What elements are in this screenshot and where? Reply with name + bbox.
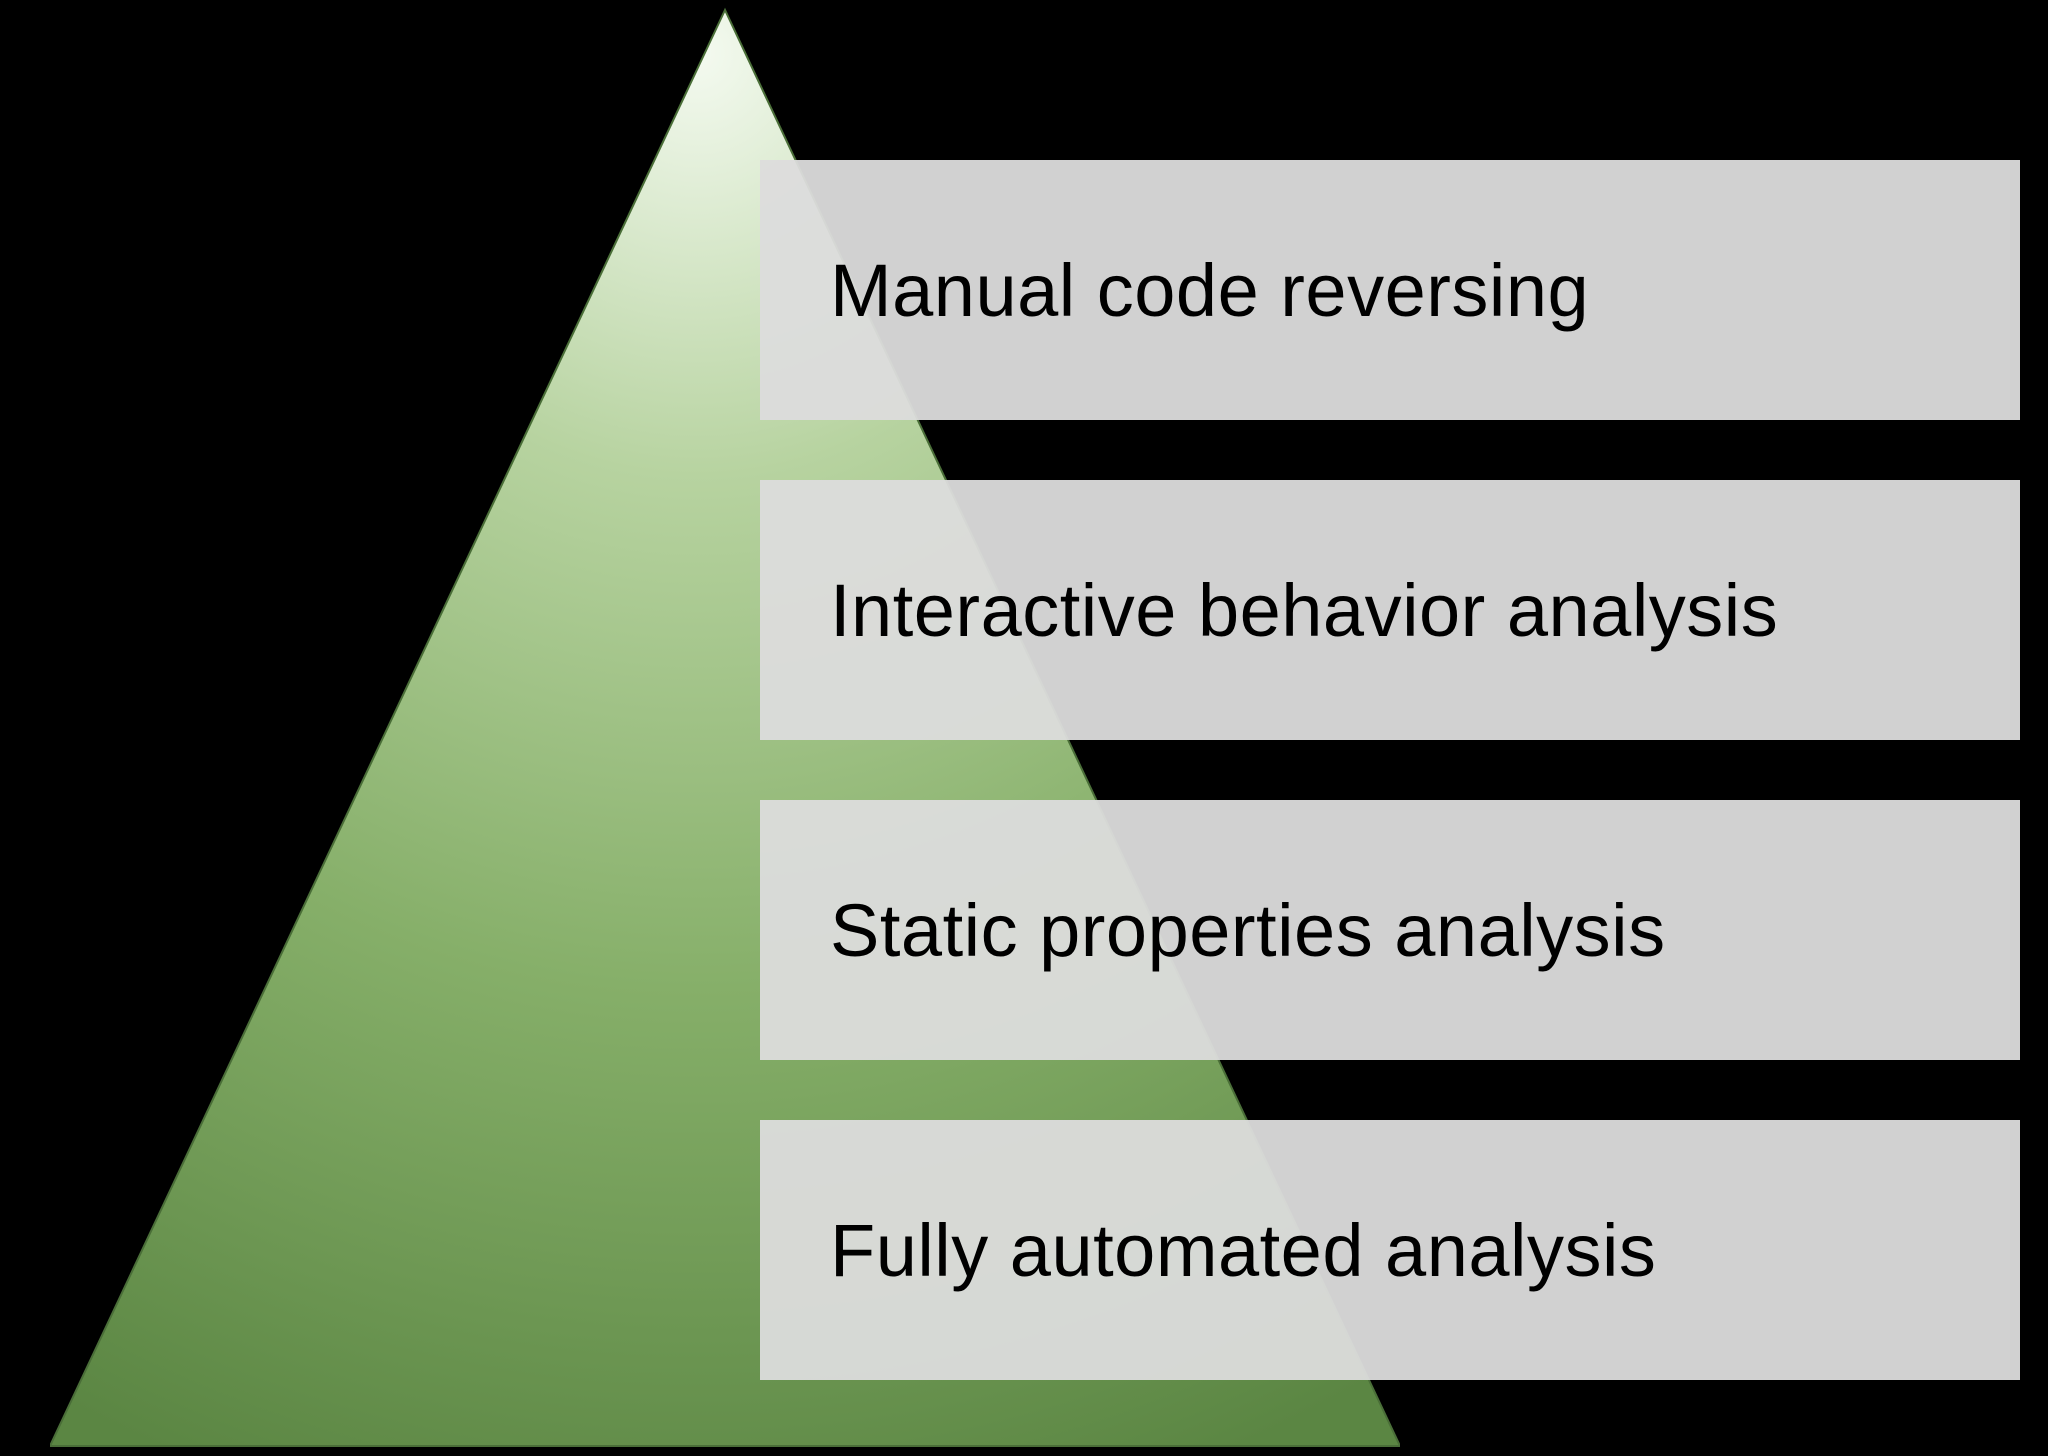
pyramid-level-1: Manual code reversing (760, 160, 2020, 420)
pyramid-level-4: Fully automated analysis (760, 1120, 2020, 1380)
pyramid-level-3: Static properties analysis (760, 800, 2020, 1060)
pyramid-level-4-text: Fully automated analysis (830, 1208, 1656, 1293)
pyramid-level-3-text: Static properties analysis (830, 888, 1666, 973)
pyramid-level-1-text: Manual code reversing (830, 248, 1589, 333)
pyramid-level-2-text: Interactive behavior analysis (830, 568, 1778, 653)
pyramid-level-2: Interactive behavior analysis (760, 480, 2020, 740)
diagram-canvas: Manual code reversing Interactive behavi… (0, 0, 2048, 1456)
